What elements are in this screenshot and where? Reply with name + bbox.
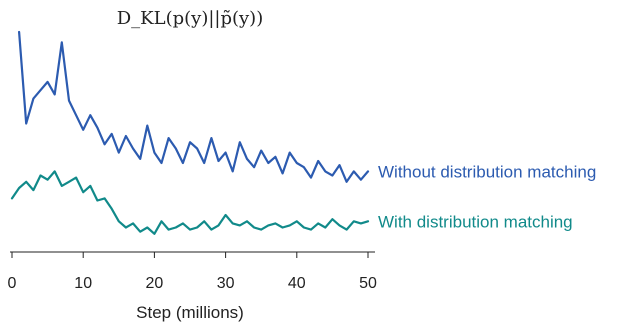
x-axis: 0 10 20 30 40 50 — [8, 251, 377, 292]
chart-title: D_KL(p(y)||p̃(y)) — [117, 8, 263, 29]
series-label-layer: Without distribution matching With distri… — [378, 162, 596, 231]
x-tick-label: 30 — [217, 275, 235, 292]
series-label-2: With distribution matching — [378, 212, 573, 231]
x-tick-label: 20 — [146, 275, 164, 292]
series-layer — [10, 30, 370, 235]
x-tick-label: 40 — [288, 275, 306, 292]
x-tick-label: 10 — [74, 275, 92, 292]
series-label-1: Without distribution matching — [378, 162, 596, 181]
x-tick-label: 50 — [359, 275, 377, 292]
series-line-1 — [18, 30, 370, 183]
x-axis-label: Step (millions) — [136, 303, 244, 322]
series-line-2 — [10, 170, 370, 235]
x-tick-label: 0 — [8, 275, 17, 292]
